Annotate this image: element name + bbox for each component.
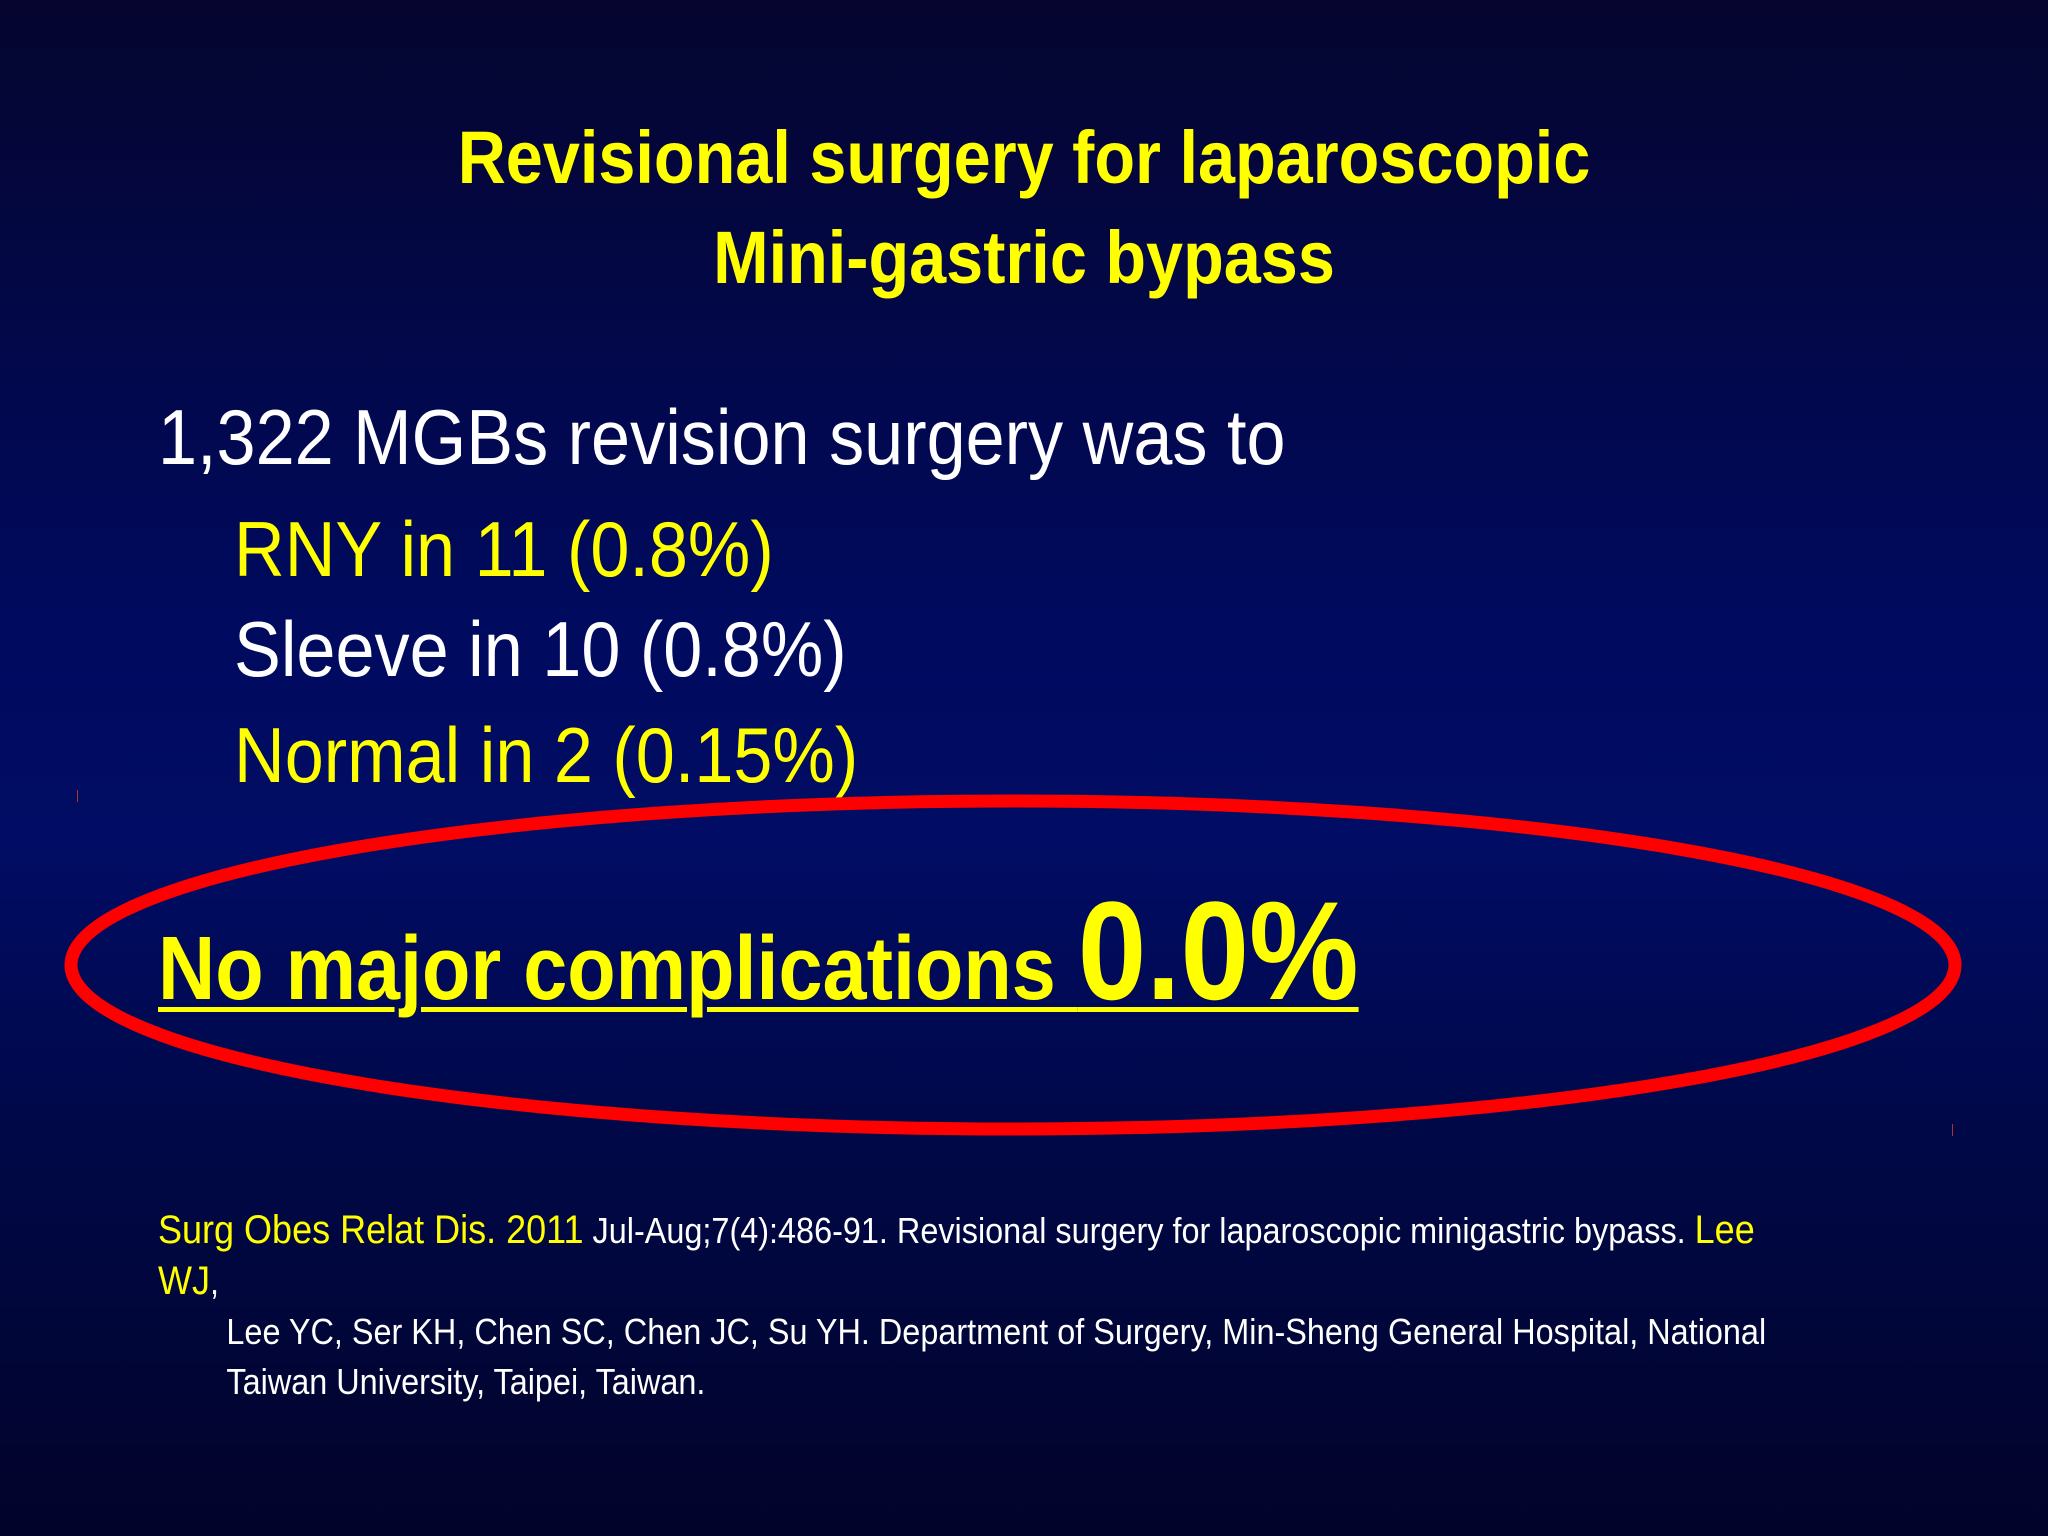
- headline-value: 0.0%: [1077, 872, 1359, 1029]
- marker-tick-right: [1952, 1124, 1953, 1136]
- citation-details: Jul-Aug;7(4):486-91. Revisional surgery …: [583, 1210, 1695, 1251]
- citation-lead-author: Lee WJ: [158, 1208, 1755, 1303]
- list-item-normal: Normal in 2 (0.15%): [234, 711, 859, 799]
- slide-title: Revisional surgery for laparoscopic Mini…: [102, 108, 1945, 308]
- headline: No major complications 0.0%: [158, 870, 1359, 1032]
- slide-title-line-1: Revisional surgery for laparoscopic: [457, 116, 1591, 199]
- citation: Surg Obes Relat Dis. 2011 Jul-Aug;7(4):4…: [158, 1205, 1767, 1407]
- list-item-sleeve: Sleeve in 10 (0.8%): [234, 605, 847, 693]
- citation-line-2: Lee YC, Ser KH, Chen SC, Chen JC, Su YH.…: [226, 1311, 1767, 1352]
- citation-comma: ,: [209, 1261, 220, 1302]
- list-item-rny: RNY in 11 (0.8%): [234, 505, 774, 593]
- citation-journal: Surg Obes Relat Dis. 2011: [158, 1208, 584, 1252]
- citation-line-3: Taiwan University, Taipei, Taiwan.: [226, 1361, 706, 1402]
- marker-tick-left: [77, 790, 78, 802]
- headline-text: No major complications: [158, 919, 1078, 1019]
- slide-title-line-2: Mini-gastric bypass: [713, 216, 1335, 299]
- intro-text: 1,322 MGBs revision surgery was to: [158, 393, 1286, 481]
